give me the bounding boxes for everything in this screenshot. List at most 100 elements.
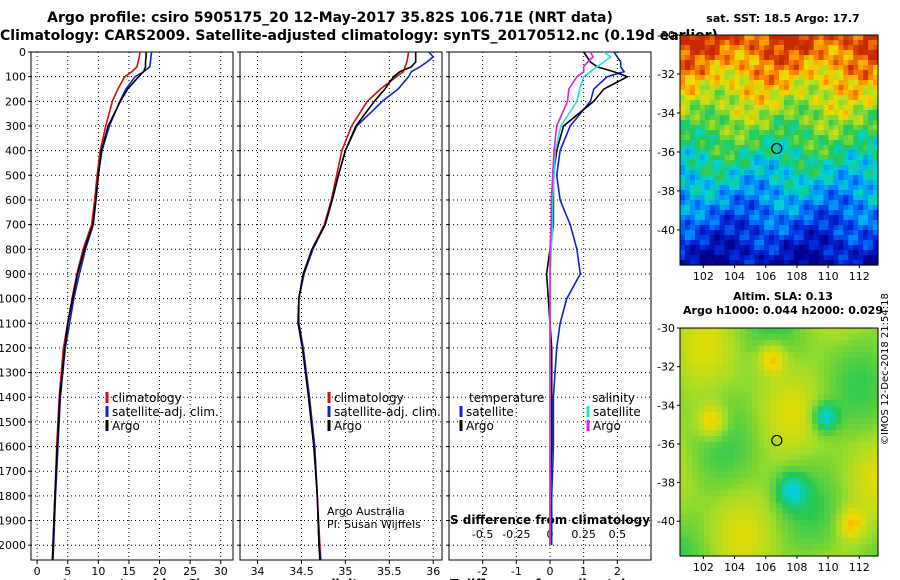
map-cell — [866, 514, 873, 521]
map-cell — [863, 160, 869, 166]
map-cell — [729, 35, 736, 41]
map-cell — [764, 85, 770, 91]
map-cell — [698, 370, 705, 377]
map-cell — [686, 400, 693, 407]
map-cell — [752, 508, 759, 515]
map-cell — [788, 205, 795, 211]
map-cell — [858, 65, 864, 71]
map-cell — [680, 45, 686, 51]
map-cell — [754, 200, 760, 206]
map-cell — [764, 382, 771, 389]
legend-s-satellite-label: satellite — [593, 405, 641, 419]
map-cell — [714, 45, 721, 51]
legend-temperature-title: temperature — [469, 391, 544, 405]
map-cell — [714, 175, 721, 181]
map-cell — [759, 115, 765, 121]
map-cell — [739, 155, 745, 161]
map-cell — [704, 150, 711, 156]
map-cell — [782, 454, 789, 461]
map-cell — [680, 430, 687, 437]
map-cell — [719, 80, 726, 86]
map-cell — [779, 205, 785, 211]
legend-t-satellite-label: satellite — [466, 405, 514, 419]
map-cell — [699, 240, 706, 246]
map-cell — [764, 210, 770, 216]
map-cell — [714, 170, 721, 176]
map-cell — [680, 200, 686, 206]
map-cell — [858, 140, 864, 146]
map-cell — [813, 235, 820, 241]
map-cell — [866, 478, 873, 485]
map-cell — [863, 185, 869, 191]
map-cell — [769, 35, 775, 41]
map-cell — [842, 472, 849, 479]
map-cell — [764, 125, 770, 131]
map-cell — [788, 210, 795, 216]
map-cell — [824, 370, 831, 377]
map-cell — [793, 120, 800, 126]
map-cell — [793, 210, 800, 216]
map-cell — [698, 412, 705, 419]
map-cell — [709, 215, 716, 221]
map-cell — [843, 60, 849, 66]
map-cell — [739, 240, 745, 246]
map-cell — [689, 140, 696, 146]
map-cell — [754, 125, 760, 131]
map-cell — [828, 45, 835, 51]
map-cell — [830, 514, 837, 521]
legend-satellite-adj-label: satellite-adj. clim. — [334, 405, 441, 419]
map-cell — [752, 400, 759, 407]
map-cell — [774, 225, 780, 231]
map-cell — [843, 235, 849, 241]
map-cell — [872, 424, 879, 431]
map-cell — [754, 70, 760, 76]
map-cell — [863, 155, 869, 161]
map-cell — [798, 175, 805, 181]
map-cell — [793, 250, 800, 256]
map-cell — [686, 514, 693, 521]
map-cell — [764, 478, 771, 485]
map-cell — [866, 460, 873, 467]
map-cell — [824, 478, 831, 485]
map-cell — [813, 180, 820, 186]
map-cell — [709, 110, 716, 116]
map-cell — [694, 55, 701, 61]
map-cell — [774, 40, 780, 46]
map-cell — [803, 105, 810, 111]
map-cell — [803, 90, 810, 96]
map-cell — [858, 115, 864, 121]
map-cell — [848, 85, 854, 91]
map-cell — [793, 150, 800, 156]
map-cell — [794, 340, 801, 347]
map-cell — [828, 115, 835, 121]
map-cell — [873, 205, 879, 211]
map-cell — [860, 454, 867, 461]
map-cell — [872, 502, 879, 509]
map-cell — [770, 478, 777, 485]
map-cell — [843, 250, 849, 256]
map-cell — [848, 175, 854, 181]
map-cell — [680, 250, 686, 256]
map-cell — [858, 190, 864, 196]
map-cell — [788, 80, 795, 86]
map-cell — [719, 35, 726, 41]
map-cell — [746, 370, 753, 377]
map-cell — [823, 240, 830, 246]
map-cell — [828, 185, 835, 191]
map-cell — [724, 225, 731, 231]
y-tick-label: 1500 — [0, 416, 26, 429]
map-cell — [709, 260, 716, 266]
map-cell — [828, 125, 835, 131]
map-cell — [858, 175, 864, 181]
map-cell — [728, 340, 735, 347]
map-cell — [680, 466, 687, 473]
map-cell — [739, 175, 745, 181]
map-cell — [739, 195, 745, 201]
map-cell — [860, 388, 867, 395]
map-cell — [746, 388, 753, 395]
map-cell — [749, 60, 755, 66]
map-cell — [824, 352, 831, 359]
map-cell — [848, 484, 855, 491]
map-cell — [758, 448, 765, 455]
map-cell — [872, 454, 879, 461]
